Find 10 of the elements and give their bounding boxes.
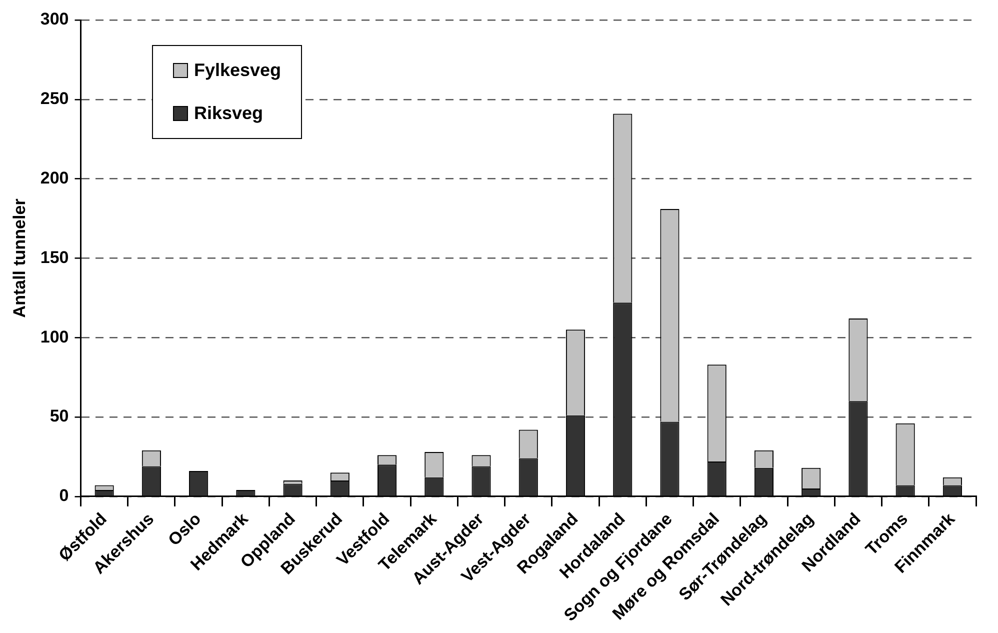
y-tick-label: 0 [59,486,69,506]
y-tick-label: 100 [40,327,69,346]
y-tick-label: 50 [50,406,69,426]
legend-label: Fylkesveg [194,60,282,81]
y-axis-title: Antall tunneler [10,198,29,318]
y-tick-label: 150 [40,248,69,267]
y-tick-label: 300 [40,10,69,29]
y-tick-label: 250 [40,89,69,108]
legend-label: Riksveg [194,103,264,124]
y-tick-label: 200 [40,168,69,188]
